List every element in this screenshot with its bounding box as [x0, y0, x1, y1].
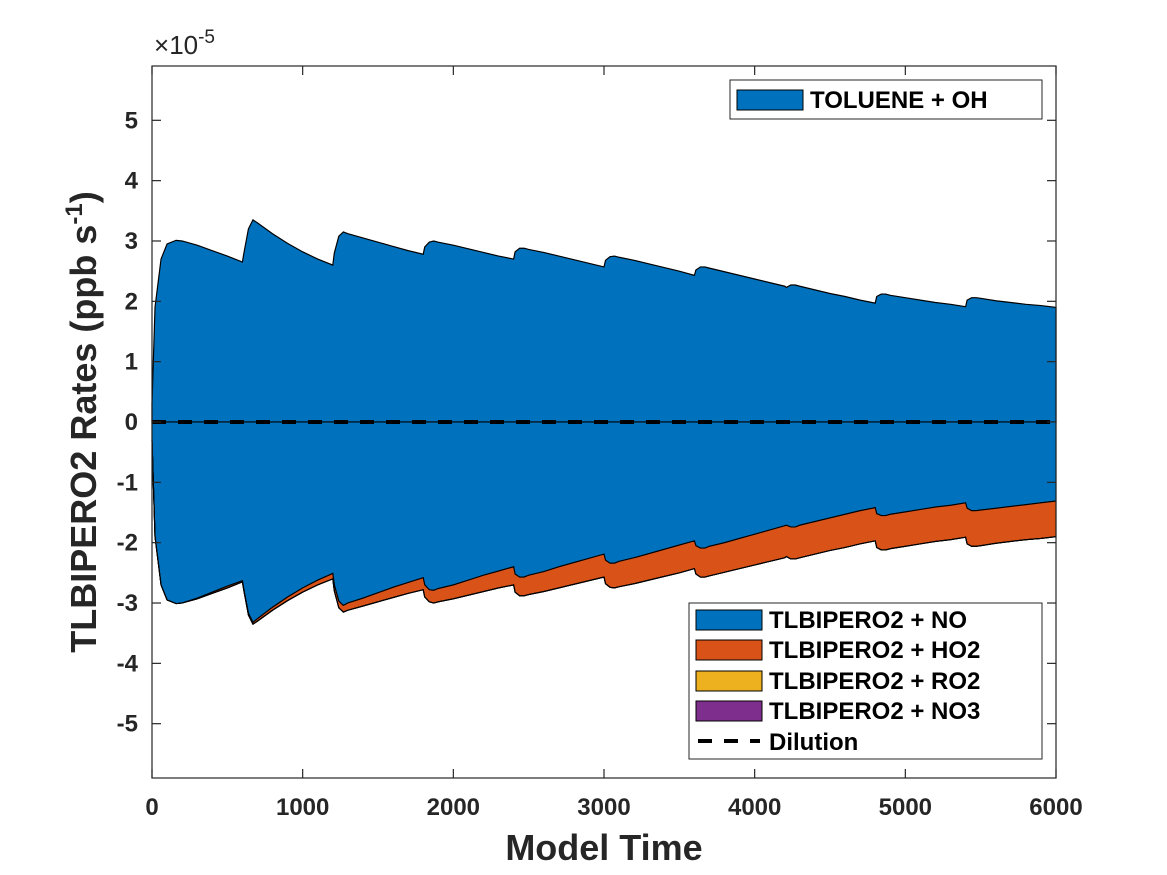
tick-layer: 0 1000 2000 3000 4000 5000 6000 -5 -4 -3 -2 -1 0 1 2 3 4…: [117, 66, 1083, 821]
y-axis-title-superscript: -1: [61, 203, 88, 224]
area-toluene-oh: [151, 218, 1057, 423]
y-multiplier-exponent: -5: [198, 27, 215, 48]
y-axis-title: TLBIPERO2 Rates (ppb s-1): [61, 191, 104, 652]
legend-label-toluene-oh: TOLUENE + OH: [810, 87, 988, 114]
x-axis-title: Model Time: [505, 827, 702, 868]
legend-label-tlbipero2-no: TLBIPERO2 + NO: [769, 607, 967, 634]
x-tick-label: 3000: [577, 794, 630, 821]
x-tick-label: 4000: [728, 794, 781, 821]
y-tick-label: 1: [125, 349, 138, 376]
legend-swatch-toluene-oh: [736, 89, 804, 111]
y-tick-label: -1: [117, 469, 138, 496]
legend-swatch-tlbipero2-ho2: [695, 639, 763, 661]
legend-loss: TLBIPERO2 + NO TLBIPERO2 + HO2 TLBIPERO2…: [688, 602, 1043, 760]
y-tick-label: -4: [117, 650, 139, 677]
y-tick-label: 2: [125, 288, 138, 315]
y-tick-label: 3: [125, 228, 138, 255]
legend-swatch-tlbipero2-no3: [695, 700, 763, 722]
legend-swatch-tlbipero2-ro2: [695, 670, 763, 692]
legend-swatch-tlbipero2-no: [695, 609, 763, 631]
x-tick-label: 2000: [427, 794, 480, 821]
x-tick-label: 0: [145, 794, 158, 821]
legend-label-tlbipero2-no3: TLBIPERO2 + NO3: [769, 698, 980, 725]
y-axis-title-suffix: ): [63, 191, 104, 203]
y-multiplier-prefix: ×: [154, 30, 169, 60]
y-tick-label: -5: [117, 711, 138, 738]
legend-production: TOLUENE + OH: [729, 79, 1043, 120]
x-tick-label: 5000: [879, 794, 932, 821]
y-tick-label: -2: [117, 530, 138, 557]
legend-label-tlbipero2-ro2: TLBIPERO2 + RO2: [769, 668, 980, 695]
y-multiplier: ×10-5: [154, 27, 215, 60]
legend-label-dilution: Dilution: [769, 729, 858, 756]
area-layer: [151, 218, 1057, 625]
y-multiplier-base: 10: [169, 30, 198, 60]
y-tick-label: 5: [125, 107, 138, 134]
y-tick-label: -3: [117, 590, 138, 617]
y-tick-label: 0: [125, 409, 138, 436]
y-tick-label: 4: [125, 168, 139, 195]
y-axis-title-main: TLBIPERO2 Rates (ppb s: [63, 225, 104, 653]
legend-label-tlbipero2-ho2: TLBIPERO2 + HO2: [769, 637, 980, 664]
svg-text:×10-5: ×10-5: [154, 27, 215, 60]
x-tick-label: 6000: [1029, 794, 1082, 821]
x-tick-label: 1000: [276, 794, 329, 821]
plot-frame: [151, 65, 1057, 779]
